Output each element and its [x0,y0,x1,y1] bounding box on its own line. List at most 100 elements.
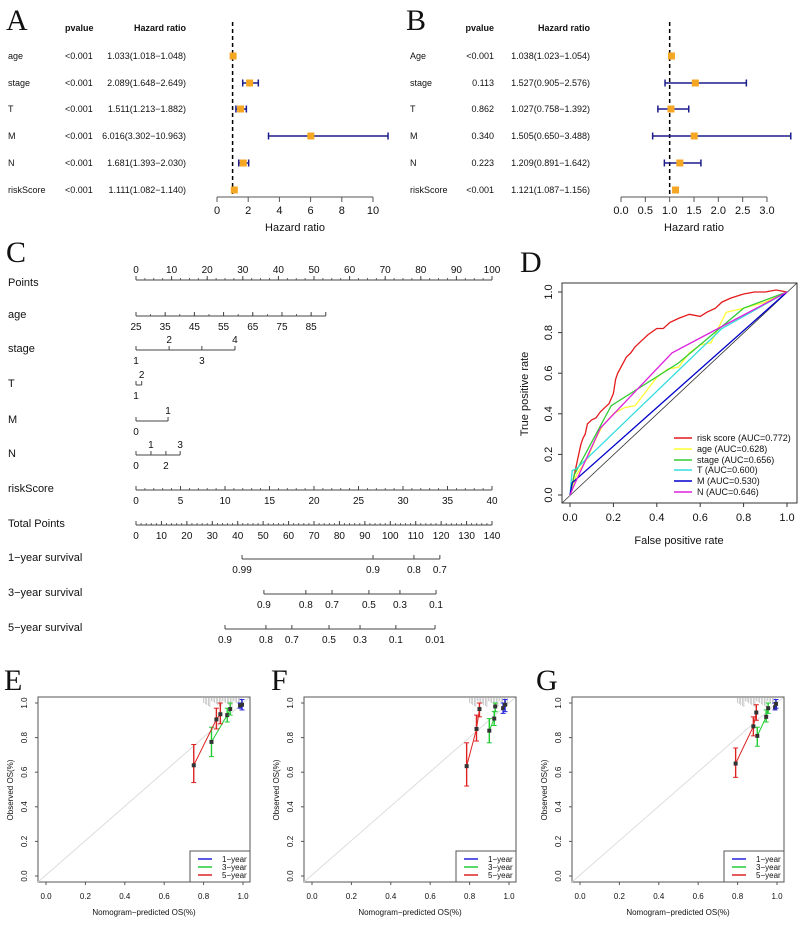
y-tick-label: 0.8 [554,731,563,743]
forest-row: riskScore <0.001 1.121(1.087−1.156) [410,185,680,195]
row-pvalue: <0.001 [65,78,93,88]
tick-label: 0.7 [325,600,339,611]
data-point [228,707,233,712]
row-hazard-ratio: 1.209(0.891−1.642) [511,158,590,168]
data-point [191,763,196,768]
x-axis-title: Hazard ratio [265,222,325,234]
x-tick-label: 0.8 [732,892,744,901]
row-hazard-ratio: 1.121(1.087−1.156) [511,185,590,195]
y-tick-label: 1.0 [286,697,295,709]
panel-letter-a: A [6,4,28,37]
tick-label: 10 [219,496,231,507]
data-point [487,728,492,733]
panel-letter-f: F [271,664,288,697]
header-pvalue: pvalue [465,23,494,33]
ideal-line [303,697,516,883]
x-tick-label: 1.0 [779,512,794,524]
tick-label: 80 [334,531,346,542]
tick-label: 0.3 [353,635,367,646]
row-label: T [8,104,14,114]
nomogram-row: 3−year survival 0.9 0.8 0.7 0.5 0.3 0.1 [8,587,443,611]
tick-label: 80 [415,265,427,276]
y-axis-title: True positive rate [519,352,531,437]
x-tick-label: 0.4 [385,892,397,901]
row-pvalue: 0.340 [471,131,494,141]
tick-label: 0.8 [407,565,421,576]
roc-chart: 0.0 0.2 0.4 0.6 0.8 1.0 0.0 0.2 0.4 0.6 0.8 1.0 Fals… [519,282,798,547]
y-tick-label: 0.6 [543,366,555,381]
row-pvalue: <0.001 [65,131,93,141]
y-tick-label: 0.8 [543,325,555,340]
x-tick-label: 1.0 [771,892,783,901]
tick-label: 0.1 [429,600,443,611]
estimate-marker [668,52,676,60]
x-tick-label: 0.0 [40,892,52,901]
row-label: 3−year survival [8,587,82,599]
legend-label: 5−year [488,871,513,880]
header-hazard-ratio: Hazard ratio [538,23,591,33]
nomogram-row: riskScore 0 5 10 15 20 25 30 35 40 [8,483,498,507]
tick-label: 15 [264,496,276,507]
y-tick-label: 0.6 [286,766,295,778]
x-axis-title: False positive rate [634,535,723,547]
ideal-line [571,697,784,883]
row-hazard-ratio: 1.027(0.758−1.392) [511,104,590,114]
tick-label: 0.7 [433,565,447,576]
data-point [733,761,738,766]
calibration-series [754,702,771,747]
y-tick-label: 0.0 [20,870,29,882]
row-hazard-ratio: 1.033(1.018−1.048) [107,51,186,61]
row-label: M [8,414,17,426]
roc-curve-0 [569,289,788,496]
legend-label: 5−year [222,871,247,880]
forest-row: M <0.001 6.016(3.302−10.963) [8,131,389,141]
roc-curve-4 [569,291,788,496]
y-tick-label: 1.0 [543,284,555,299]
tick-label: 0 [133,531,139,542]
data-point [774,701,779,706]
y-tick-label: 0.0 [543,487,555,502]
tick-label: 1 [133,356,139,367]
data-point [214,717,219,722]
x-tick-label: 0.6 [693,512,708,524]
data-point [464,764,469,769]
y-tick-label: 0.4 [20,801,29,813]
row-pvalue: <0.001 [65,158,93,168]
panel-letter-e: E [4,664,22,697]
row-label: stage [410,78,432,88]
calibration-line [466,708,480,767]
row-label: N [410,158,417,168]
calibration-series [486,702,498,744]
tick-label: 0.8 [299,600,313,611]
tick-label: 30 [237,265,249,276]
legend-label: 5−year [756,871,781,880]
row-hazard-ratio: 1.511(1.213−1.882) [108,104,186,114]
row-label: Age [410,51,426,61]
ideal-line [37,697,250,883]
data-point [209,739,214,744]
tick-label: 100 [484,265,501,276]
row-hazard-ratio: 1.038(1.023−1.054) [511,51,590,61]
data-point [754,710,759,715]
tick-label: 110 [408,531,424,542]
row-label: 5−year survival [8,622,82,634]
legend-label: 3−year [222,863,247,872]
legend-label: 1−year [488,855,513,864]
plot-frame [303,696,517,883]
x-tick-label: 0.0 [306,892,318,901]
panel-letter-g: G [536,664,558,697]
forest-row: T 0.862 1.027(0.758−1.392) [410,104,690,114]
row-label: M [410,131,418,141]
tick-label: 2 [163,461,169,472]
x-tick-label: 0.2 [80,892,92,901]
header-hazard-ratio: Hazard ratio [134,23,187,33]
x-axis-title: Nomogram−predicted OS(%) [358,908,462,917]
tick-label: 0 [133,496,139,507]
x-tick-label: 0.2 [614,892,626,901]
legend-label: M (AUC=0.530) [697,476,760,486]
tick-label: 50 [258,531,270,542]
x-tick-label: 0.6 [159,892,171,901]
y-tick-label: 0.2 [286,835,295,847]
